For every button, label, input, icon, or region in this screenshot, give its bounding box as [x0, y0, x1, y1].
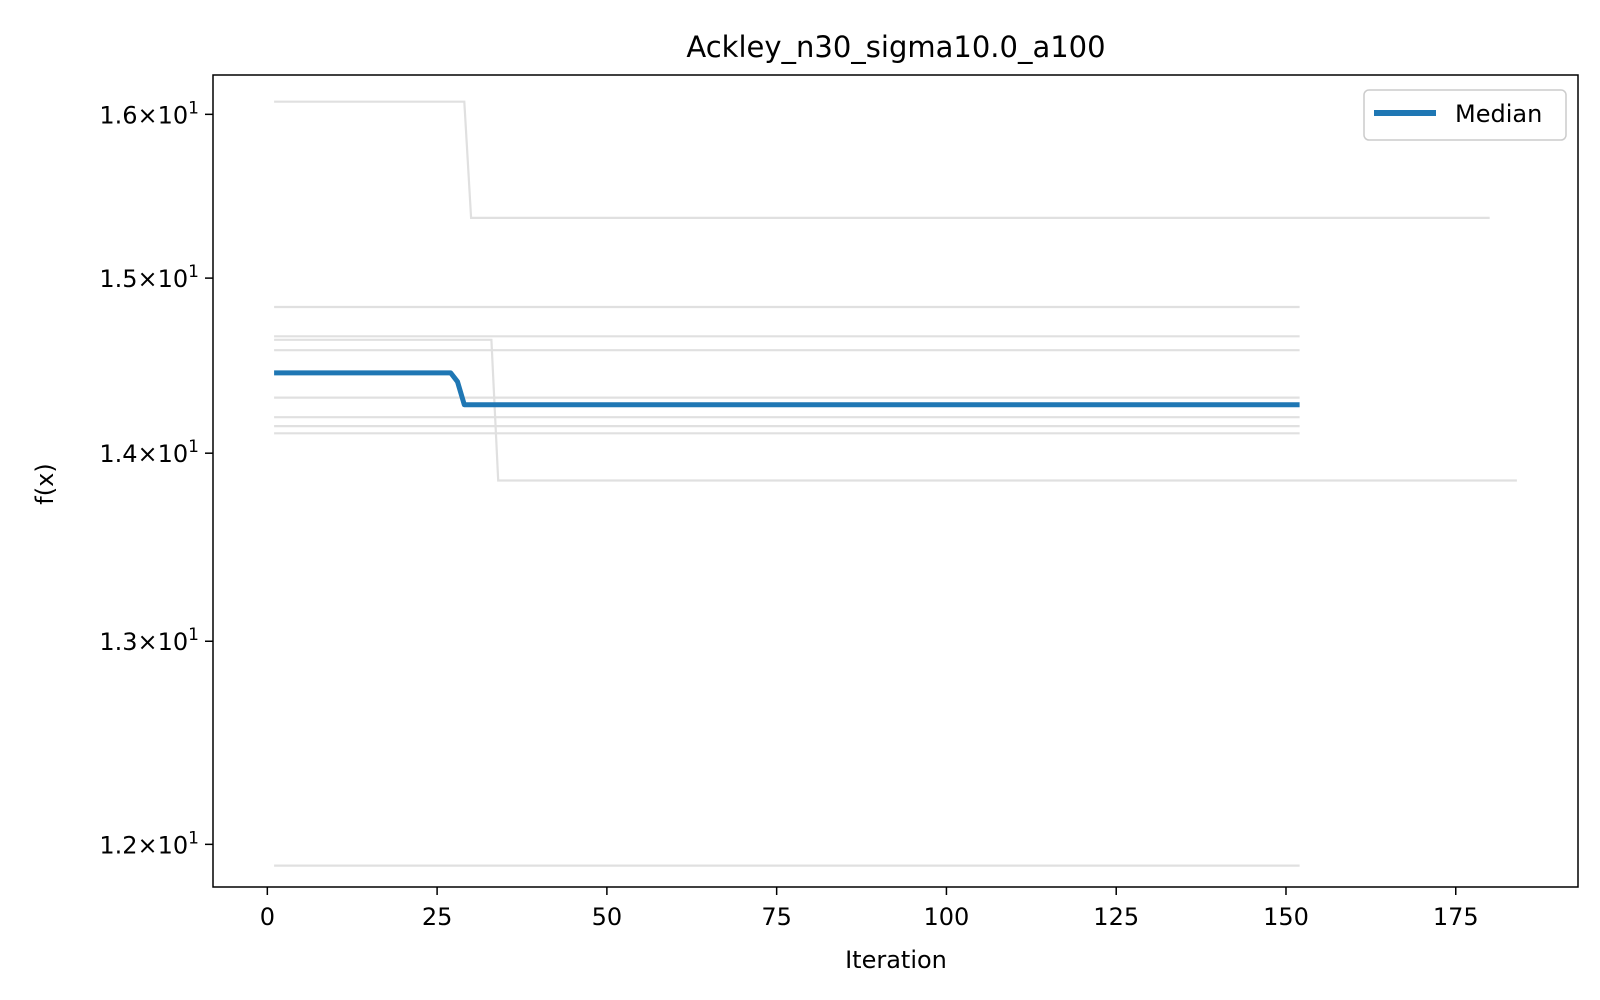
y-tick-label: 1.5×101	[99, 262, 199, 293]
x-tick-label: 25	[422, 903, 453, 931]
median-line-layer	[274, 370, 1300, 408]
x-tick-label: 150	[1263, 903, 1309, 931]
y-axis-title: f(x)	[31, 463, 59, 504]
x-axis: 0 25 50 75 100 125 150 175	[260, 887, 1479, 931]
x-tick-label: 100	[924, 903, 970, 931]
plot-frame	[212, 74, 1579, 888]
x-tick-label: 175	[1433, 903, 1479, 931]
x-tick-label: 0	[260, 903, 275, 931]
y-tick-label: 1.6×101	[99, 98, 199, 129]
y-tick-label: 1.3×101	[99, 625, 199, 656]
run-line-0	[274, 100, 1490, 219]
x-axis-title: Iteration	[845, 946, 947, 974]
chart-title: Ackley_n30_sigma10.0_a100	[686, 30, 1105, 64]
x-tick-label: 50	[592, 903, 623, 931]
run-lines	[274, 100, 1517, 867]
legend-entry-median: Median	[1455, 100, 1542, 128]
y-axis: 1.6×101 1.5×101 1.4×101 1.3×101 1.2×101	[99, 98, 213, 859]
legend-box	[1363, 89, 1567, 141]
x-tick-label: 125	[1093, 903, 1139, 931]
legend: Median	[1363, 89, 1567, 141]
x-tick-label: 75	[761, 903, 792, 931]
median-line	[274, 370, 1300, 408]
y-tick-label: 1.2×101	[99, 828, 199, 859]
y-tick-label: 1.4×101	[99, 437, 199, 468]
run-line-2	[274, 338, 1517, 482]
